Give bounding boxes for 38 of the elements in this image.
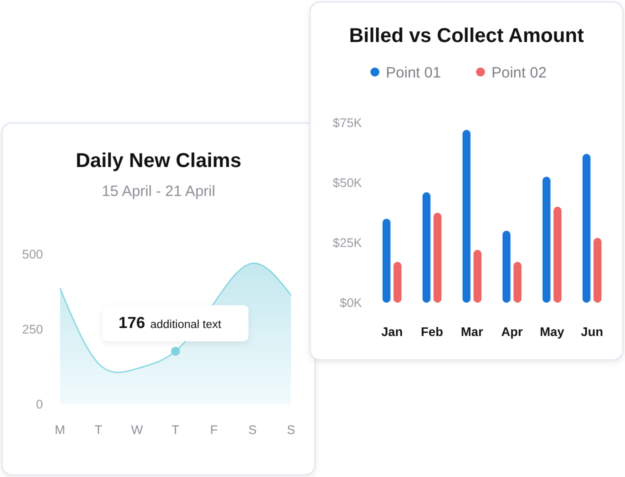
- x-tick-label: T: [172, 423, 180, 437]
- y-tick-label: 500: [22, 247, 44, 262]
- x-tick-label: Apr: [501, 325, 523, 339]
- legend-label: Point 01: [386, 64, 441, 82]
- bar: [382, 218, 390, 303]
- x-tick-label: Feb: [420, 325, 444, 339]
- y-tick-label: 250: [22, 322, 44, 336]
- bar: [422, 192, 430, 303]
- y-tick-label: $50K: [332, 176, 363, 190]
- annotation: 176 additional text: [118, 315, 222, 332]
- x-tick-label: Jun: [580, 325, 604, 339]
- bar: [434, 212, 442, 303]
- x-tick-label: May: [540, 325, 564, 339]
- bar: [394, 262, 402, 303]
- chart-subtitle: 15 April - 21 April: [102, 183, 216, 200]
- x-tick-label: Jan: [381, 325, 403, 339]
- chart-title: Daily New Claims: [76, 150, 242, 172]
- y-tick-label: 0: [36, 397, 44, 412]
- bar: [462, 130, 470, 303]
- bar: [554, 206, 562, 303]
- bar: [474, 250, 482, 303]
- chart-title: Billed vs Collect Amount: [349, 25, 584, 47]
- x-tick-label: W: [131, 423, 144, 437]
- legend-label: Point 02: [492, 64, 547, 82]
- y-tick-label: $0K: [340, 296, 363, 310]
- bar: [514, 262, 522, 303]
- x-tick-label: M: [54, 423, 66, 437]
- x-tick-label: S: [248, 423, 257, 437]
- x-tick-label: S: [286, 423, 296, 437]
- bar: [582, 154, 590, 303]
- bar: [594, 238, 602, 303]
- y-tick-label: $75K: [332, 116, 363, 130]
- bar: [542, 176, 550, 303]
- bar: [502, 230, 510, 303]
- y-tick-label: $25K: [332, 236, 363, 250]
- x-tick-label: Mar: [460, 325, 484, 339]
- x-tick-label: T: [94, 423, 103, 437]
- x-tick-label: F: [210, 423, 218, 437]
